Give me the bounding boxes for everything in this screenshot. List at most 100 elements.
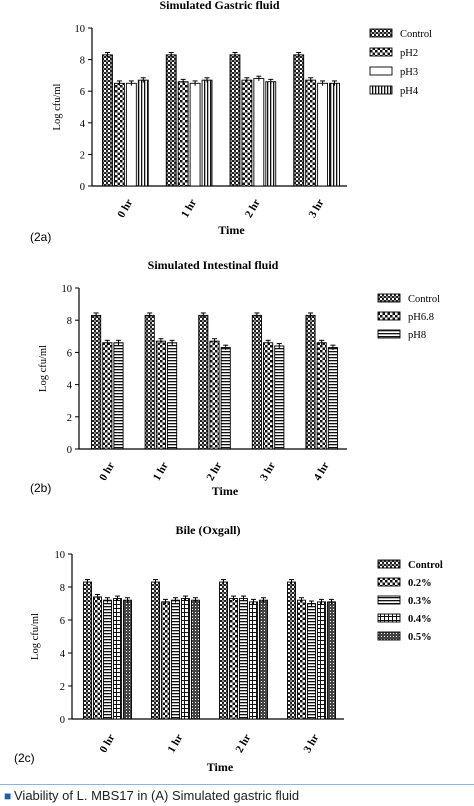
panel-label: (2a) xyxy=(30,230,51,244)
bar-control-2hr xyxy=(198,314,209,450)
legend-label: pH3 xyxy=(400,67,418,78)
y-tick-label: 8 xyxy=(67,316,72,327)
legend-swatch xyxy=(377,311,401,321)
bar-0-4--3hr xyxy=(317,601,326,720)
bar-ph6-8-4hr xyxy=(316,342,327,450)
bar-control-2hr xyxy=(219,581,228,720)
bar-control-1hr xyxy=(151,581,160,720)
bar-ph3-1hr xyxy=(189,82,201,187)
legend-swatch xyxy=(377,577,401,587)
bar-control-3hr xyxy=(251,314,262,450)
y-tick-label: 6 xyxy=(67,348,72,359)
legend-swatch xyxy=(369,47,393,57)
x-axis-label: Time xyxy=(218,223,245,237)
bar-0-5--3hr xyxy=(327,601,336,720)
y-axis-label: Log cfu/ml xyxy=(52,83,63,130)
x-tick-label: 1 hr xyxy=(151,460,171,483)
legend-label: Control xyxy=(400,29,432,40)
caption-divider xyxy=(0,784,474,785)
bar-ph2-3hr xyxy=(305,79,317,187)
legend-label: pH8 xyxy=(408,330,426,341)
bar-ph6-8-2hr xyxy=(209,340,220,450)
y-tick-label: 8 xyxy=(80,56,85,67)
y-axis-label: Log cfu/ml xyxy=(38,345,49,392)
legend-swatch xyxy=(377,559,401,569)
x-tick-label: 0 hr xyxy=(115,197,135,220)
bar-control-1hr xyxy=(144,314,155,450)
y-tick-label: 0 xyxy=(60,715,65,726)
bar-0-2--2hr xyxy=(229,598,238,720)
legend-label: Control xyxy=(408,294,440,305)
bar-0-4--2hr xyxy=(249,601,258,720)
legend: Control pH6.8 pH8 xyxy=(377,293,440,341)
legend-swatch xyxy=(369,28,393,38)
bar-ph4-2hr xyxy=(265,81,277,187)
bar-0-5--1hr xyxy=(191,599,200,720)
legend-swatch xyxy=(369,66,393,76)
figure-caption: Viability of L. MBS17 in (A) Simulated g… xyxy=(14,788,300,803)
bar-ph6-8-1hr xyxy=(155,340,166,450)
bar-control-2hr xyxy=(229,54,241,187)
x-tick-label: 3 hr xyxy=(301,732,321,755)
legend-label: pH4 xyxy=(400,86,419,97)
y-tick-label: 2 xyxy=(80,150,85,161)
bar-control-0hr xyxy=(83,581,92,720)
y-axis-label: Log cfu/ml xyxy=(30,613,41,660)
bar-ph6-8-3hr xyxy=(263,342,274,450)
legend-label: 0.4% xyxy=(408,614,432,625)
bar-control-1hr xyxy=(165,54,177,187)
legend-swatch xyxy=(377,595,401,605)
x-tick-label: 3 hr xyxy=(258,460,278,483)
chart-panel-1: Simulated Gastric fluid 0 2 4 6 8 10 Log cfu/ml… xyxy=(30,0,432,244)
x-tick-label: 2 hr xyxy=(204,460,224,483)
legend-swatch xyxy=(369,85,393,95)
bar-ph8-0hr xyxy=(113,342,124,450)
y-tick-label: 2 xyxy=(67,413,72,424)
bar-control-4hr xyxy=(305,314,316,450)
bar-0-4--0hr xyxy=(113,598,122,720)
x-tick-label: 3 hr xyxy=(307,197,327,220)
legend-label: 0.3% xyxy=(408,596,432,607)
bar-ph4-3hr xyxy=(329,82,340,187)
bar-0-5--2hr xyxy=(259,599,268,720)
y-tick-label: 10 xyxy=(75,24,86,35)
y-tick-label: 8 xyxy=(60,583,65,594)
bar-control-0hr xyxy=(102,54,113,187)
y-tick-label: 10 xyxy=(62,284,73,295)
bar-control-3hr xyxy=(293,54,305,187)
y-tick-label: 0 xyxy=(67,445,72,456)
x-tick-label: 4 hr xyxy=(312,460,332,483)
bar-ph2-2hr xyxy=(241,79,253,187)
legend-swatch xyxy=(377,293,401,303)
bar-ph8-4hr xyxy=(327,347,338,450)
bar-ph2-1hr xyxy=(177,81,189,187)
bar-ph4-1hr xyxy=(201,79,213,187)
bar-0-4--1hr xyxy=(181,598,190,720)
bar-ph3-0hr xyxy=(125,82,137,187)
panel-label: (2b) xyxy=(30,481,51,495)
chart-panel-2: Simulated Intestinal fluid 0 2 4 6 8 10 Log cfu… xyxy=(30,258,440,498)
chart-panel-3: Bile (Oxgall) 0 2 4 6 8 10 Log cfu/ml 0 hr 1 hr 2 … xyxy=(14,523,443,774)
x-tick-label: 2 hr xyxy=(243,197,263,220)
y-tick-label: 10 xyxy=(55,550,66,561)
y-tick-label: 2 xyxy=(60,682,65,693)
bar-0-5--0hr xyxy=(123,599,132,720)
bar-ph4-0hr xyxy=(137,79,149,187)
legend-swatch xyxy=(377,329,401,339)
y-tick-label: 6 xyxy=(80,87,85,98)
bar-ph8-1hr xyxy=(167,342,178,450)
x-tick-label: 2 hr xyxy=(233,732,253,755)
legend-swatch xyxy=(377,631,401,641)
legend-label: 0.5% xyxy=(408,632,432,643)
chart-title: Simulated Intestinal fluid xyxy=(148,258,279,272)
panel-label: (2c) xyxy=(14,751,35,765)
bar-0-2--0hr xyxy=(93,596,102,720)
chart-title: Bile (Oxgall) xyxy=(176,523,241,537)
legend-label: pH2 xyxy=(400,48,418,59)
x-tick-label: 0 hr xyxy=(97,732,117,755)
x-tick-label: 1 hr xyxy=(179,197,199,220)
legend-label: pH6.8 xyxy=(408,312,434,323)
legend-label: Control xyxy=(408,560,443,571)
